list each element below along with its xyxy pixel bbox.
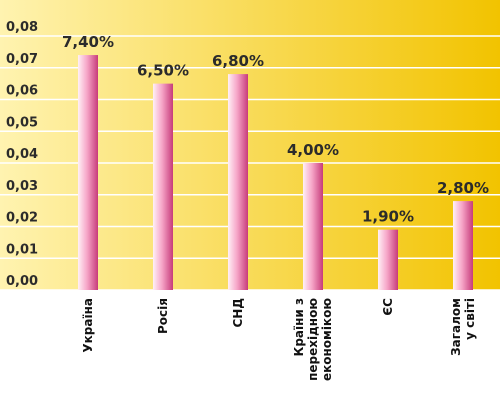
x-category-label-line: Країни з [292,298,306,356]
y-tick-label: 0,01 [6,242,38,257]
x-category-label: ЄС [381,298,395,316]
x-category-label-line: СНД [231,298,245,328]
x-axis-category-labels: Україна Росія СНД Країни з перехідною економі… [81,298,477,381]
y-tick-label: 0,07 [6,52,38,67]
x-category-label: СНД [231,298,245,328]
x-category-label-line: перехідною [306,298,320,381]
data-label: 6,50% [137,62,189,80]
y-axis-tick-labels: 0,00 0,01 0,02 0,03 0,04 0,05 0,06 0,07 0,08 [6,20,38,289]
x-category-label-line: Росія [156,298,170,334]
bar [78,55,98,290]
bar [303,163,323,290]
data-label: 1,90% [362,208,414,226]
y-tick-label: 0,04 [6,147,38,162]
bar [378,229,398,290]
data-label: 2,80% [437,179,489,197]
y-tick-label: 0,06 [6,84,38,99]
y-tick-label: 0,05 [6,115,38,130]
data-label: 6,80% [212,52,264,70]
x-category-label: Країни з перехідною економікою [292,298,334,381]
x-category-label-line: економікою [320,298,334,381]
x-category-label-line: Україна [81,298,95,353]
x-category-label-line: у світі [463,298,477,340]
x-category-label: Росія [156,298,170,334]
data-label: 4,00% [287,141,339,159]
x-category-label: Загалом у світі [449,298,477,356]
bars [78,55,473,290]
y-tick-label: 0,00 [6,274,38,289]
bar [153,83,173,290]
y-tick-label: 0,08 [6,20,38,35]
x-category-label: Україна [81,298,95,353]
data-label: 7,40% [62,33,114,51]
bar [453,201,473,290]
bar [228,74,248,290]
x-category-label-line: ЄС [381,298,395,316]
data-labels: 7,40% 6,50% 6,80% 4,00% 1,90% 2,80% [62,33,489,226]
x-category-label-line: Загалом [449,298,463,356]
y-tick-label: 0,02 [6,211,38,226]
y-tick-label: 0,03 [6,179,38,194]
